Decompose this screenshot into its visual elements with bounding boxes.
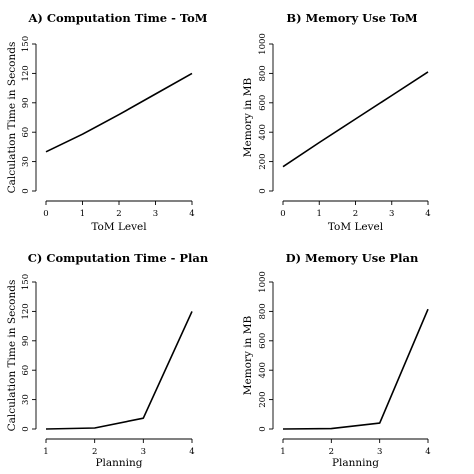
x-tick-label: 3 — [153, 209, 158, 219]
x-tick-label: 1 — [80, 209, 85, 219]
x-tick-label: 1 — [317, 209, 322, 219]
y-axis-label: Calculation Time in Seconds — [6, 42, 18, 194]
chart-title: C) Computation Time - Plan — [28, 251, 209, 265]
y-tick-label: 1000 — [258, 271, 268, 293]
y-tick-label: 0 — [258, 188, 268, 193]
series-line — [282, 71, 429, 168]
x-tick-label: 2 — [353, 209, 358, 219]
y-tick-label: 150 — [21, 274, 31, 290]
x-tick-label: 4 — [189, 209, 194, 219]
y-tick-label: 200 — [258, 391, 268, 407]
chart-panel-2: B) Memory Use ToM 0 1 2 3 4 ToM Level 0 200 400 60… — [242, 11, 431, 233]
x-tick-label: 3 — [389, 209, 394, 219]
x-tick-label: 2 — [92, 447, 97, 457]
chart-panel-4: D) Memory Use Plan 1 2 3 4 Planning 0 200 400 600… — [242, 251, 431, 469]
y-tick-label: 200 — [258, 153, 268, 169]
chart-title: B) Memory Use ToM — [286, 11, 418, 25]
y-tick-label: 150 — [21, 36, 31, 52]
y-tick-label: 0 — [21, 426, 31, 431]
chart-panel-1: A) Computation Time - ToM 0 1 2 3 4 ToM Level 0… — [6, 11, 208, 233]
y-tick-label: 1000 — [258, 33, 268, 55]
series-line — [45, 311, 193, 430]
y-tick-label: 60 — [21, 127, 31, 138]
x-tick-label: 2 — [329, 447, 334, 457]
chart-panel-3: C) Computation Time - Plan 1 2 3 4 Planning 0 3… — [6, 251, 209, 469]
y-tick-label: 120 — [21, 65, 31, 81]
y-tick-label: 90 — [21, 97, 31, 108]
x-tick-label: 1 — [43, 447, 48, 457]
y-tick-label: 120 — [21, 303, 31, 319]
x-tick-label: 4 — [425, 447, 430, 457]
y-tick-label: 0 — [258, 426, 268, 431]
y-axis-label: Memory in MB — [242, 315, 254, 395]
y-tick-label: 400 — [258, 362, 268, 378]
y-tick-label: 0 — [21, 188, 31, 193]
y-tick-label: 400 — [258, 124, 268, 140]
y-tick-label: 600 — [258, 95, 268, 111]
x-axis-label: Planning — [95, 457, 142, 469]
x-tick-label: 2 — [116, 209, 121, 219]
y-tick-label: 60 — [21, 365, 31, 376]
y-axis-label: Memory in MB — [242, 77, 254, 157]
x-tick-label: 0 — [43, 209, 48, 219]
x-tick-label: 4 — [189, 447, 194, 457]
x-axis-label: ToM Level — [328, 221, 384, 233]
y-tick-label: 30 — [21, 156, 31, 167]
y-tick-label: 600 — [258, 333, 268, 349]
y-tick-label: 90 — [21, 335, 31, 346]
y-tick-label: 30 — [21, 394, 31, 405]
x-axis-label: Planning — [332, 457, 379, 469]
series-line — [45, 72, 193, 153]
y-tick-label: 800 — [258, 303, 268, 319]
series-line — [282, 308, 429, 430]
x-tick-label: 1 — [280, 447, 285, 457]
x-tick-label: 0 — [280, 209, 285, 219]
y-tick-label: 800 — [258, 65, 268, 81]
x-tick-label: 4 — [425, 209, 430, 219]
chart-title: D) Memory Use Plan — [286, 251, 419, 265]
chart-title: A) Computation Time - ToM — [27, 11, 207, 25]
y-axis-label: Calculation Time in Seconds — [6, 280, 18, 432]
x-tick-label: 3 — [141, 447, 146, 457]
x-tick-label: 3 — [377, 447, 382, 457]
x-axis-label: ToM Level — [91, 221, 147, 233]
